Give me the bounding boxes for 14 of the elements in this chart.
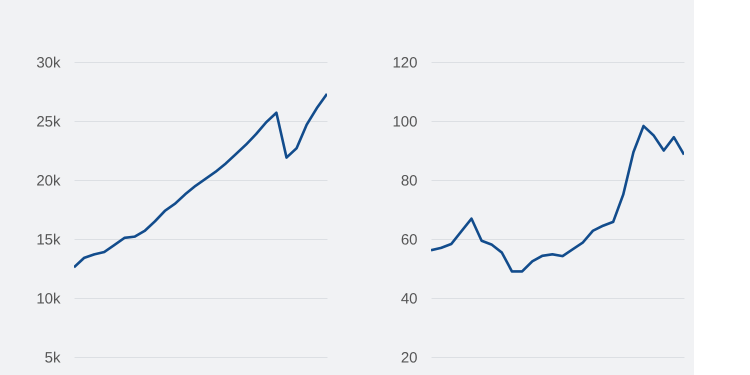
y-tick-label: 100 bbox=[392, 114, 418, 130]
y-tick-label: 20 bbox=[400, 350, 418, 366]
y-tick-label: 10k bbox=[36, 290, 61, 308]
y-tick-label: 5k bbox=[44, 350, 61, 366]
y-tick-label: 15k bbox=[36, 232, 61, 248]
line-series bbox=[74, 92, 327, 269]
y-tick-label: 30k bbox=[36, 54, 61, 72]
y-tick-label: 20k bbox=[36, 172, 61, 190]
line-series bbox=[431, 124, 684, 273]
y-tick-label: 40 bbox=[400, 290, 418, 308]
y-tick-label: 120 bbox=[392, 54, 418, 72]
y-tick-label: 25k bbox=[36, 114, 61, 130]
y-tick-label: 80 bbox=[400, 172, 418, 190]
y-tick-label: 60 bbox=[400, 232, 418, 248]
